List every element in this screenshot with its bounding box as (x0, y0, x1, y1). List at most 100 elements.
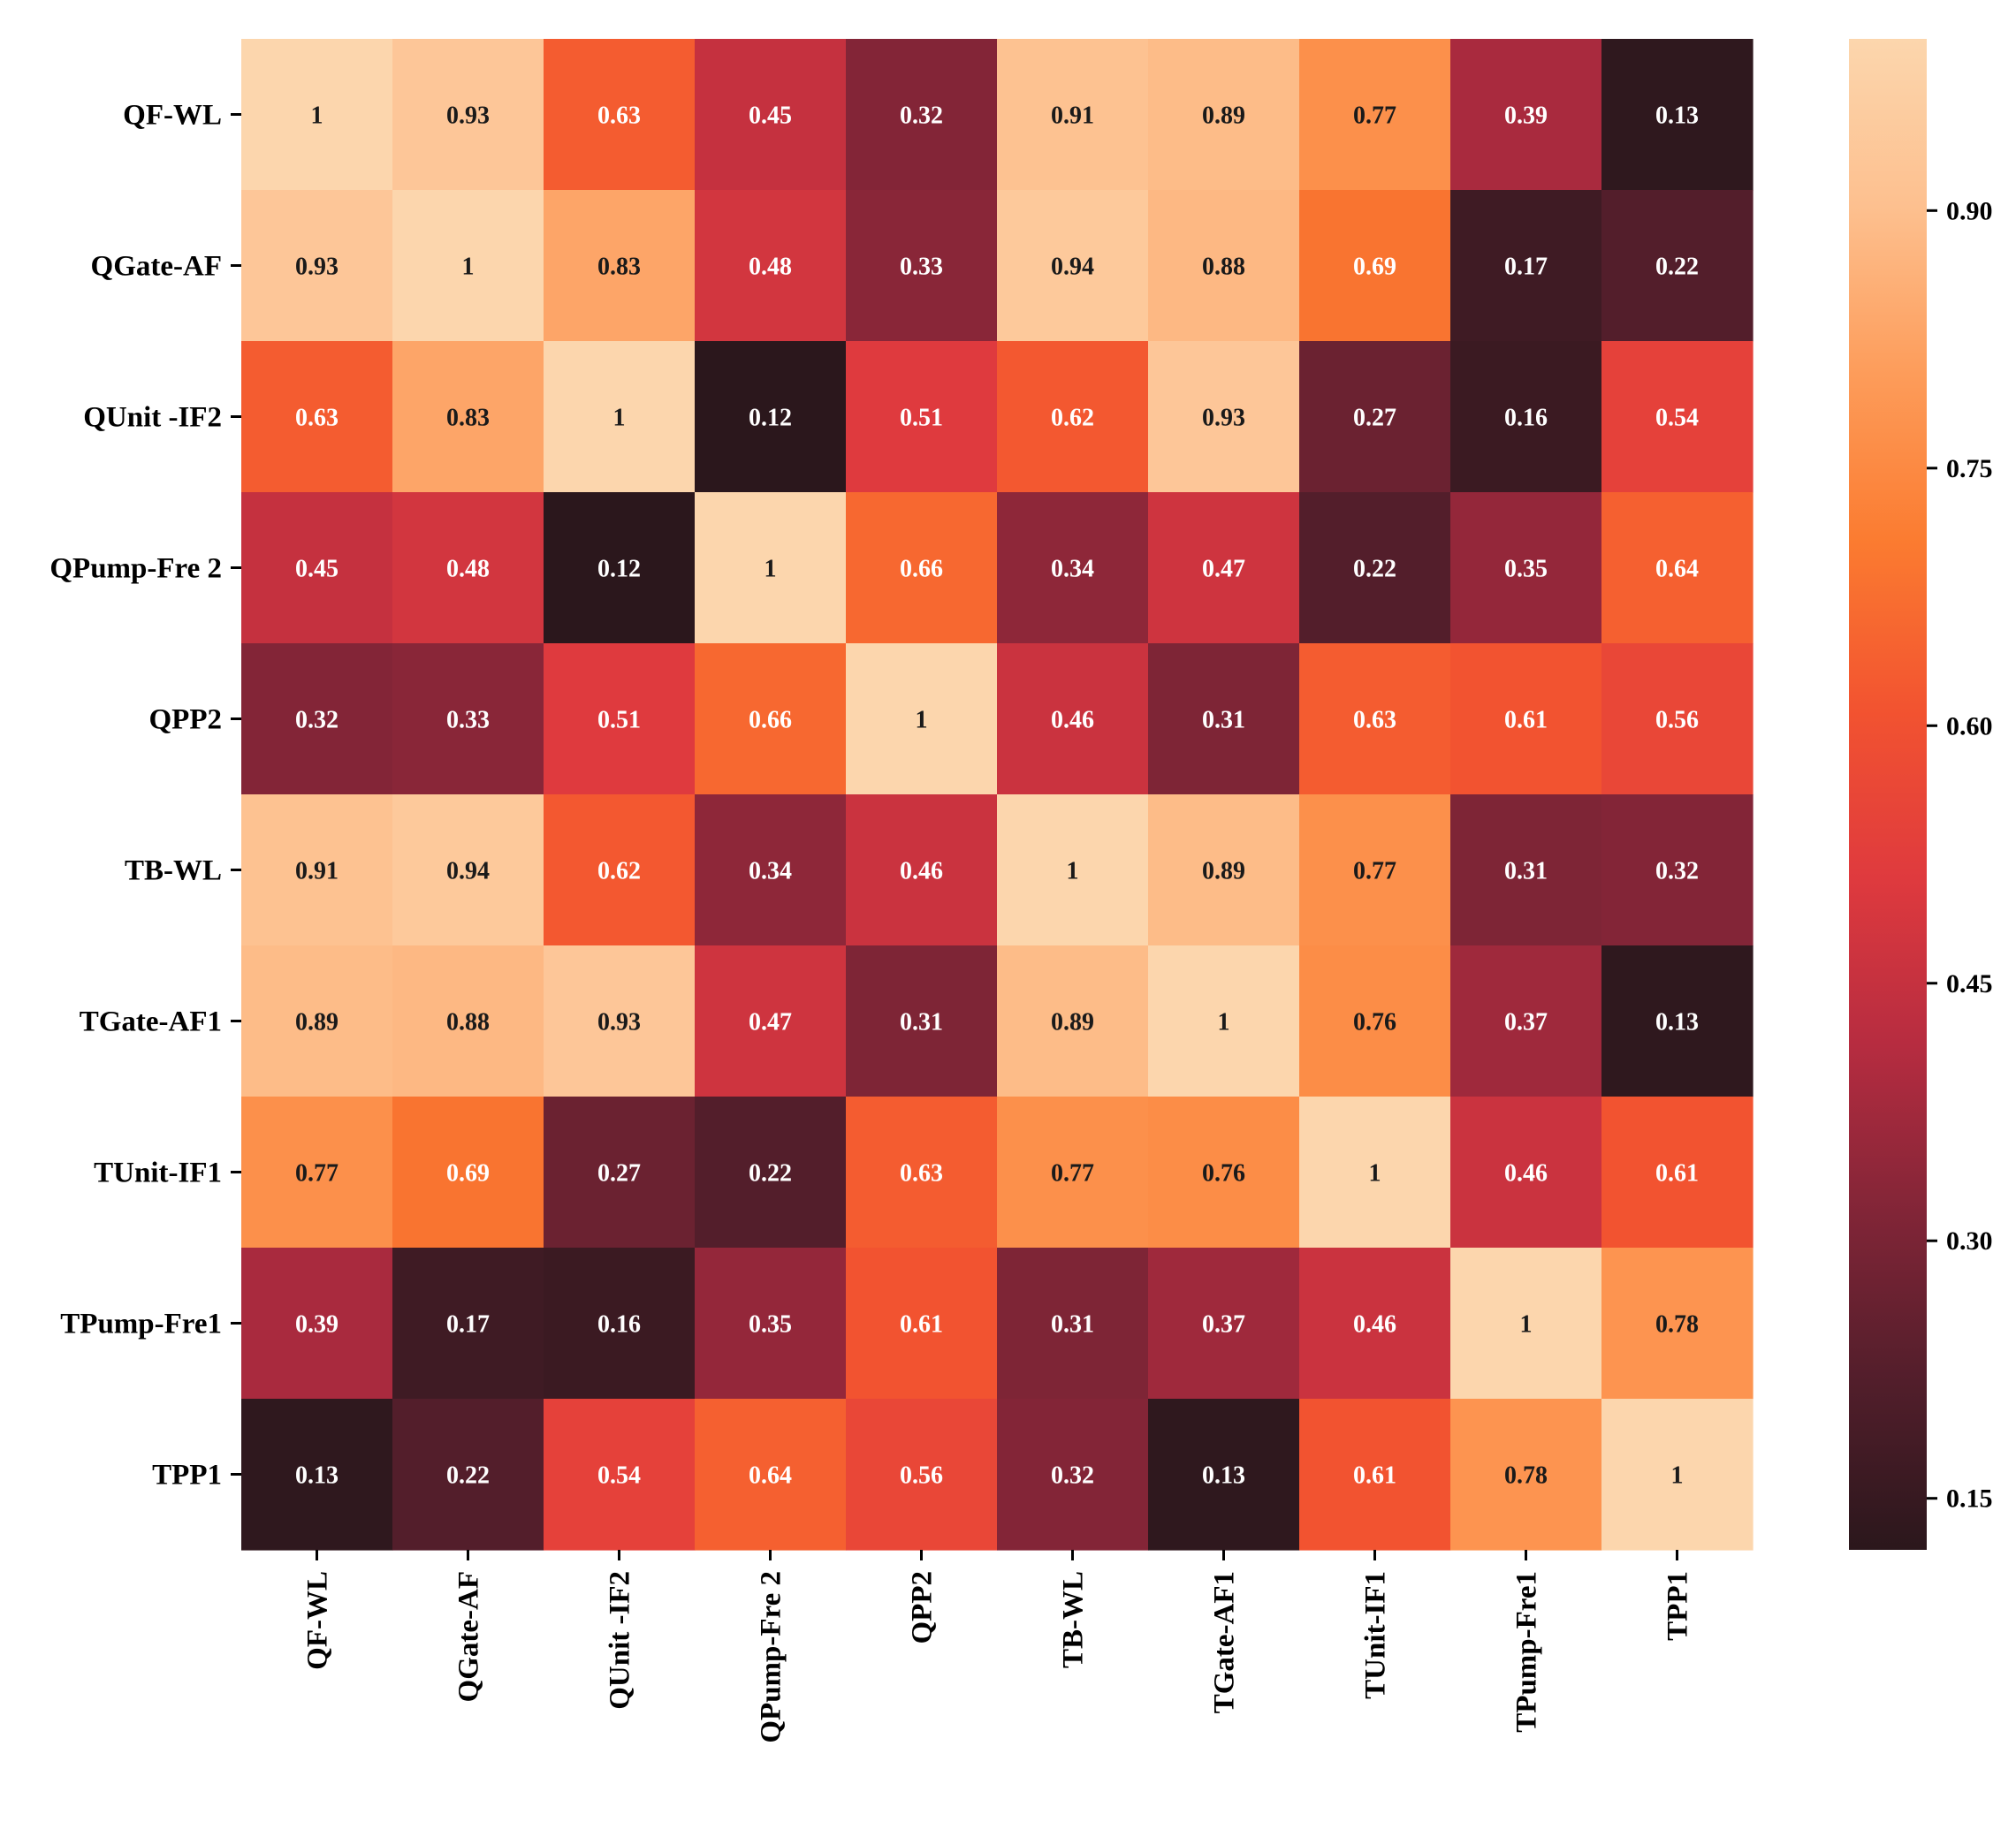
colorbar-tick-label: 0.30 (1946, 1226, 1993, 1256)
cell-value-label: 0.88 (1202, 254, 1245, 281)
heatmap-cell (846, 492, 998, 644)
x-tick-label: QGate-AF (453, 1571, 485, 1702)
cell-value-label: 1 (916, 707, 928, 734)
cell-value-label: 0.32 (900, 102, 943, 130)
heatmap-cell (544, 492, 696, 644)
x-tick-label: QF-WL (302, 1571, 334, 1670)
heatmap-cell (1601, 492, 1754, 644)
cell-value-label: 0.31 (1504, 858, 1548, 885)
cell-value-label: 0.22 (749, 1160, 792, 1188)
cell-value-label: 0.46 (1051, 707, 1094, 734)
heatmap-cell (241, 190, 393, 342)
cell-value-label: 0.51 (597, 707, 641, 734)
cell-value-label: 0.45 (295, 556, 339, 583)
cell-value-label: 0.46 (900, 858, 943, 885)
cell-value-label: 1 (1520, 1311, 1533, 1339)
cell-value-label: 0.94 (446, 858, 490, 885)
cell-value-label: 0.63 (597, 102, 641, 130)
heatmap-cell (695, 643, 847, 795)
heatmap-cell (392, 794, 544, 946)
cell-value-label: 0.63 (1353, 707, 1396, 734)
colorbar: 0.15 0.30 0.45 0.60 0.75 0.90 (1849, 39, 1993, 1550)
heatmap-cell (241, 1248, 393, 1400)
cell-value-label: 0.34 (1051, 556, 1094, 583)
cell-value-label: 0.83 (597, 254, 641, 281)
heatmap-cell (544, 341, 696, 493)
heatmap-cell (997, 341, 1149, 493)
heatmap-cell (846, 341, 998, 493)
cell-value-label: 0.64 (749, 1462, 792, 1490)
cell-value-label: 0.39 (295, 1311, 339, 1339)
heatmap-cell (1450, 1399, 1602, 1551)
heatmap-cell (846, 190, 998, 342)
heatmap-cell (1299, 794, 1451, 946)
cell-value-label: 0.56 (1655, 707, 1699, 734)
heatmap-cell (997, 643, 1149, 795)
heatmap-cell (392, 1399, 544, 1551)
heatmap-cells: 1 0.93 0.63 0.45 0.32 0.91 0.89 0.77 0.39 0.13 0.9… (241, 39, 1754, 1551)
heatmap-cell (1148, 492, 1300, 644)
cell-value-label: 0.45 (749, 102, 792, 130)
heatmap-cell (1601, 1097, 1754, 1249)
heatmap-cell (241, 794, 393, 946)
heatmap-cell (392, 341, 544, 493)
heatmap-cell (544, 794, 696, 946)
cell-value-label: 0.48 (749, 254, 792, 281)
heatmap-cell (695, 341, 847, 493)
heatmap-cell (392, 492, 544, 644)
cell-value-label: 0.31 (900, 1009, 943, 1036)
cell-value-label: 0.63 (900, 1160, 943, 1188)
heatmap-cell (1450, 341, 1602, 493)
heatmap-cell (695, 794, 847, 946)
cell-value-label: 0.61 (1504, 707, 1548, 734)
heatmap-cell (544, 1399, 696, 1551)
cell-value-label: 0.76 (1202, 1160, 1245, 1188)
y-tick-label: TPP1 (152, 1460, 222, 1492)
heatmap-cell (1299, 39, 1451, 191)
cell-value-label: 0.66 (900, 556, 943, 583)
heatmap-cell (241, 492, 393, 644)
colorbar-tick-label: 0.60 (1946, 711, 1993, 740)
heatmap-cell (1450, 1097, 1602, 1249)
cell-value-label: 0.61 (900, 1311, 943, 1339)
cell-value-label: 0.89 (1051, 1009, 1094, 1036)
cell-value-label: 0.77 (1353, 102, 1396, 130)
cell-value-label: 0.32 (1655, 858, 1699, 885)
heatmap-cell (846, 1248, 998, 1400)
heatmap-cell (241, 945, 393, 1097)
cell-value-label: 0.62 (1051, 405, 1094, 432)
heatmap-cell (392, 1248, 544, 1400)
cell-value-label: 0.16 (1504, 405, 1548, 432)
heatmap-cell (846, 1097, 998, 1249)
heatmap-cell (241, 643, 393, 795)
cell-value-label: 0.61 (1655, 1160, 1699, 1188)
heatmap-cell (392, 643, 544, 795)
cell-value-label: 0.76 (1353, 1009, 1396, 1036)
heatmap-cell (1299, 1248, 1451, 1400)
y-tick-label: QUnit -IF2 (83, 402, 222, 434)
heatmap-cell (1299, 643, 1451, 795)
heatmap-cell (997, 1248, 1149, 1400)
cell-value-label: 0.13 (295, 1462, 339, 1490)
x-tick-label: TUnit-IF1 (1360, 1571, 1392, 1699)
heatmap-cell (846, 643, 998, 795)
x-axis: QF-WL QGate-AF QUnit -IF2 QPump-Fre 2 QPP2 TB… (302, 1550, 1694, 1743)
cell-value-label: 0.35 (1504, 556, 1548, 583)
heatmap-cell (1601, 341, 1754, 493)
heatmap-cell (1299, 1097, 1451, 1249)
y-tick-label: TB-WL (125, 855, 222, 887)
cell-value-label: 0.78 (1504, 1462, 1548, 1490)
cell-value-label: 0.32 (295, 707, 339, 734)
cell-value-label: 0.27 (1353, 405, 1396, 432)
cell-value-label: 0.89 (295, 1009, 339, 1036)
heatmap-cell (544, 39, 696, 191)
heatmap-cell (1148, 643, 1300, 795)
cell-value-label: 0.62 (597, 858, 641, 885)
heatmap-cell (997, 945, 1149, 1097)
y-axis: QF-WL QGate-AF QUnit -IF2 QPump-Fre 2 QPP2 TB… (49, 100, 241, 1492)
cell-value-label: 0.12 (749, 405, 792, 432)
heatmap-cell (1299, 341, 1451, 493)
heatmap-cell (544, 1097, 696, 1249)
heatmap-cell (1450, 190, 1602, 342)
heatmap-cell (997, 492, 1149, 644)
